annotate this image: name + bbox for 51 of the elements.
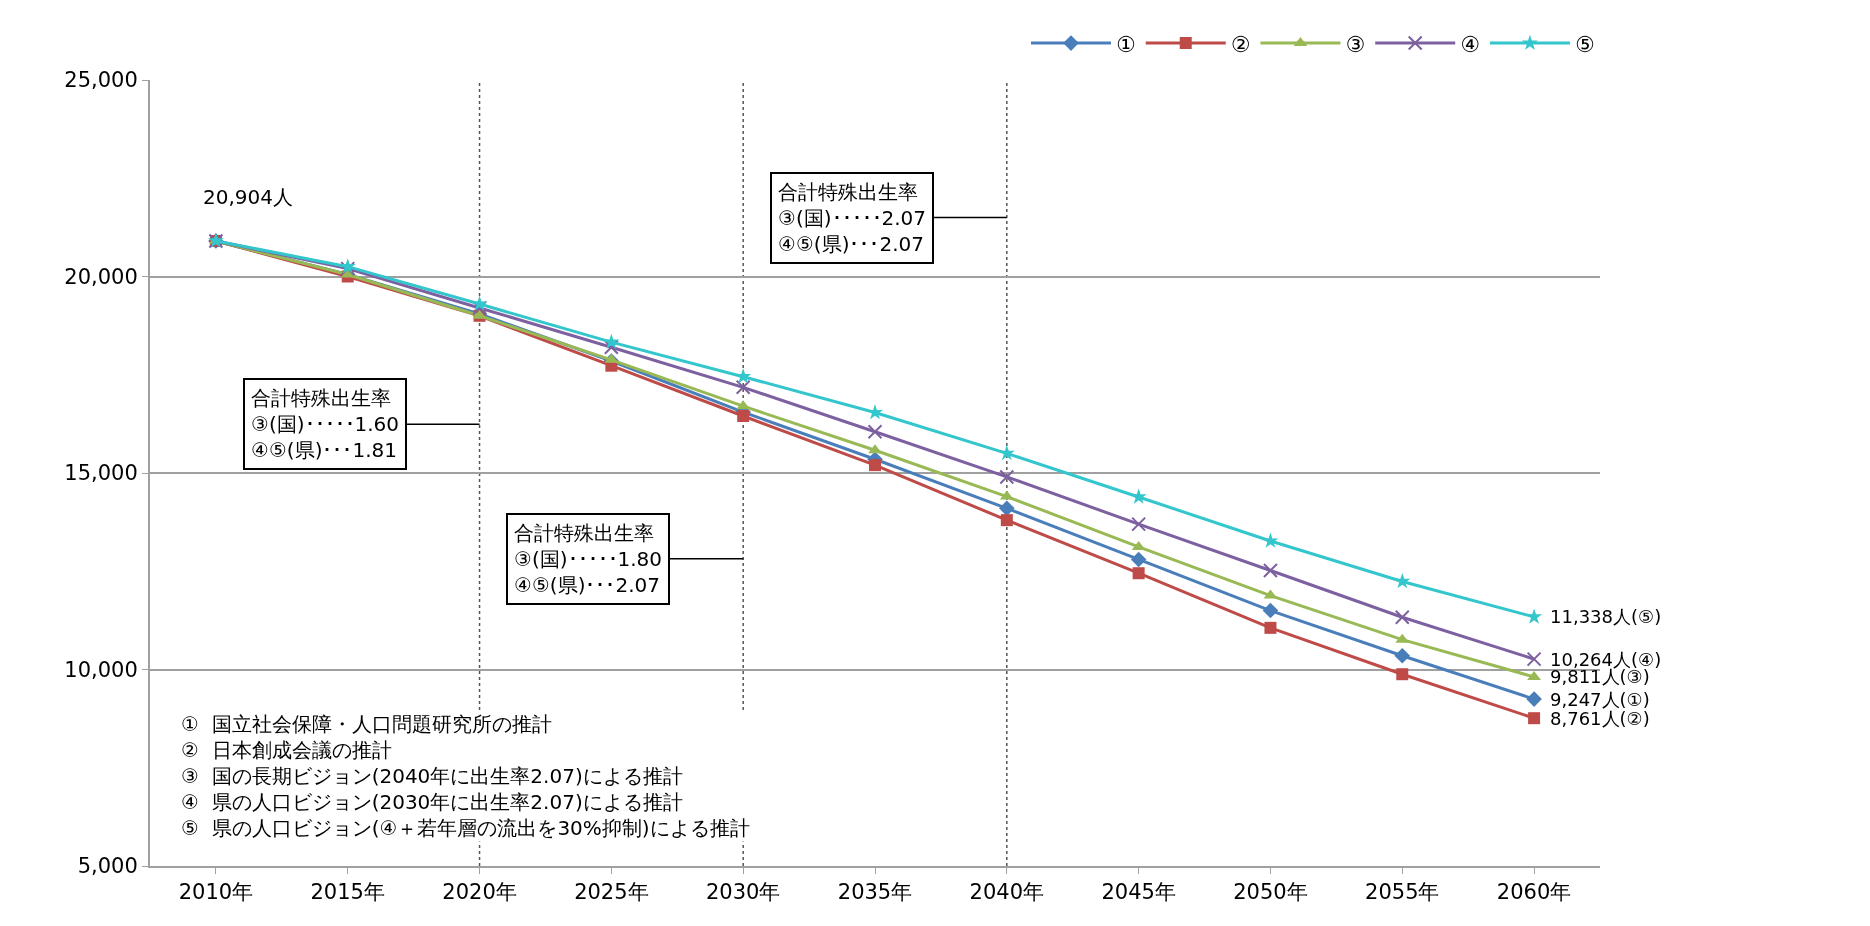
point: [603, 339, 619, 355]
x-tick-label: 2040年: [969, 880, 1045, 905]
x-tick-label: 2045年: [1101, 880, 1176, 905]
legend-label: ①: [1116, 31, 1136, 57]
point: [1131, 516, 1147, 532]
point: [737, 410, 750, 423]
x-tick-label: 2060年: [1496, 880, 1572, 905]
legend-label: ②: [1230, 31, 1251, 57]
x-tick-label: 2020年: [442, 880, 517, 905]
x-tick-label: 2025年: [574, 880, 649, 905]
point: [999, 469, 1015, 485]
point: [1394, 647, 1411, 664]
point: [1526, 651, 1542, 667]
point: [1262, 602, 1279, 619]
y-tick-label: 20,000: [64, 264, 138, 289]
point: [1396, 668, 1409, 681]
legend-label: ④: [1460, 31, 1480, 57]
annotation: 8,761人(②): [1550, 708, 1650, 729]
point: [1264, 621, 1277, 634]
point: [1262, 562, 1278, 578]
point: [867, 424, 883, 440]
x-tick-label: 2050年: [1233, 880, 1308, 905]
annotation: 合計特殊出生率 ③(国)･････2.07 ④⑤(県)･･･2.07: [778, 180, 927, 256]
x-tick-label: 2010年: [178, 880, 254, 905]
point: [1528, 712, 1541, 725]
y-tick-label: 5,000: [77, 854, 138, 879]
annotation: 20,904人: [203, 185, 293, 209]
annotation: 合計特殊出生率 ③(国)･････1.80 ④⑤(県)･･･2.07: [514, 521, 663, 597]
point: [1000, 514, 1013, 527]
y-tick-label: 10,000: [64, 657, 138, 682]
x-tick-label: 2015年: [310, 880, 385, 905]
annotation: 11,338人(⑤): [1550, 606, 1662, 627]
point: [1394, 609, 1410, 625]
x-tick-label: 2030年: [705, 880, 781, 905]
y-tick-label: 15,000: [64, 461, 138, 486]
annotation: 合計特殊出生率 ③(国)･････1.60 ④⑤(県)･･･1.81: [251, 386, 400, 462]
legend-label: ⑤: [1574, 31, 1595, 57]
point: [1526, 691, 1542, 707]
y-tick-label: 25,000: [64, 68, 138, 93]
point: [868, 444, 882, 454]
point: [1132, 567, 1145, 580]
annotation: ① 国立社会保障・人口問題研究所の推計 ② 日本創成会議の推計 ③ 国の長期ビジョン(2040年に出生率2.07)による推計 ④ 県の人口ビジョン(2030年に出生率2.07)による推計 ⑤ 県の人口ビジョン(④＋若年層の流出を30%抑制)による推計: [181, 712, 750, 840]
point: [735, 379, 751, 395]
legend-label: ③: [1345, 31, 1366, 57]
point: [1394, 573, 1411, 589]
point: [869, 459, 881, 472]
annotation: 9,247人(①): [1550, 689, 1650, 710]
point: [999, 500, 1015, 517]
point: [1130, 551, 1147, 568]
x-tick-label: 2035年: [837, 880, 913, 905]
x-tick-label: 2055年: [1365, 880, 1440, 905]
